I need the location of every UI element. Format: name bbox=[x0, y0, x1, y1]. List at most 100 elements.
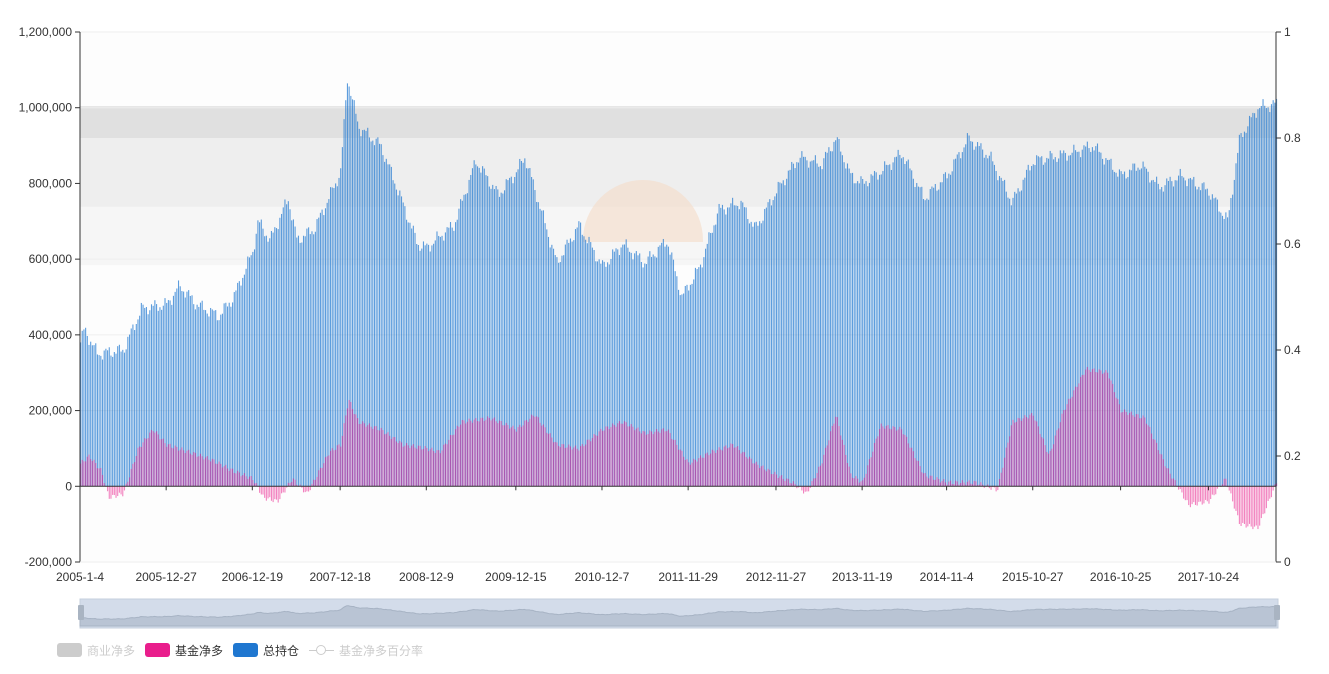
open-interest-bar bbox=[547, 236, 550, 487]
fund-net-long-bar bbox=[710, 453, 712, 487]
open-interest-bar bbox=[252, 251, 254, 487]
zoom-handle-left[interactable] bbox=[78, 605, 84, 620]
open-interest-bar bbox=[659, 245, 661, 487]
open-interest-bar bbox=[367, 127, 369, 487]
fund-net-long-bar bbox=[1262, 486, 1264, 515]
fund-net-long-bar bbox=[434, 452, 436, 487]
fund-net-long-bar bbox=[863, 477, 865, 487]
fund-net-long-bar bbox=[1242, 486, 1244, 523]
fund-net-long-bar bbox=[1085, 369, 1087, 487]
fund-net-long-bar bbox=[144, 438, 146, 487]
legend-item-fund-net-long[interactable]: 基金净多 bbox=[145, 642, 223, 659]
fund-net-long-bar bbox=[1161, 454, 1163, 487]
open-interest-bar bbox=[1090, 151, 1092, 487]
open-interest-bar bbox=[86, 335, 88, 487]
open-interest-bar bbox=[1132, 163, 1134, 487]
fund-net-long-bar bbox=[1134, 416, 1136, 487]
fund-net-long-bar bbox=[248, 476, 251, 487]
open-interest-bar bbox=[345, 100, 347, 487]
zoom-handle-right[interactable] bbox=[1274, 605, 1280, 620]
open-interest-bar bbox=[470, 174, 472, 487]
fund-net-long-bar bbox=[649, 430, 651, 487]
fund-net-long-bar bbox=[128, 477, 131, 487]
fund-net-long-bar bbox=[1051, 448, 1053, 487]
open-interest-bar bbox=[253, 249, 256, 487]
open-interest-bar bbox=[122, 349, 124, 487]
fund-net-long-bar bbox=[1188, 486, 1190, 506]
fund-net-long-bar bbox=[110, 486, 112, 499]
fund-net-long-bar bbox=[250, 476, 252, 487]
fund-net-long-bar bbox=[1211, 486, 1213, 495]
fund-net-long-bar bbox=[81, 459, 83, 487]
fund-net-long-bar bbox=[237, 470, 239, 487]
open-interest-bar bbox=[1225, 212, 1227, 487]
open-interest-bar bbox=[1029, 170, 1031, 487]
x-tick-label: 2006-12-19 bbox=[222, 570, 284, 584]
fund-net-long-bar bbox=[1081, 374, 1083, 487]
open-interest-bar bbox=[840, 151, 842, 487]
y-left-tick-label: 0 bbox=[65, 479, 72, 493]
open-interest-bar bbox=[831, 151, 833, 487]
open-interest-bar bbox=[1181, 176, 1183, 487]
open-interest-bar bbox=[855, 183, 857, 487]
legend-item-commercial-net-long[interactable]: 商业净多 bbox=[57, 642, 135, 659]
open-interest-bar bbox=[998, 176, 1001, 487]
fund-net-long-bar bbox=[531, 414, 533, 487]
legend-item-fund-net-long-pct[interactable]: 基金净多百分率 bbox=[309, 642, 423, 659]
open-interest-bar bbox=[830, 151, 832, 487]
fund-net-long-bar bbox=[286, 486, 288, 488]
open-interest-bar bbox=[536, 201, 538, 487]
open-interest-bar bbox=[1198, 186, 1200, 487]
y-axis-right-labels: 0 0.2 0.4 0.6 0.8 1 bbox=[1276, 25, 1301, 569]
fund-net-long-bar bbox=[571, 449, 573, 487]
fund-net-long-bar bbox=[1000, 472, 1002, 487]
fund-net-long-bar bbox=[958, 484, 960, 487]
fund-net-long-bar bbox=[1047, 453, 1050, 487]
fund-net-long-bar bbox=[620, 423, 622, 487]
open-interest-bar bbox=[965, 144, 967, 487]
x-tick-label: 2014-11-4 bbox=[920, 570, 974, 584]
fund-net-long-bar bbox=[113, 486, 115, 496]
open-interest-bar bbox=[943, 173, 945, 487]
legend-item-open-interest[interactable]: 总持仓 bbox=[233, 642, 299, 659]
fund-net-long-bar bbox=[725, 445, 727, 487]
open-interest-bar bbox=[1009, 198, 1011, 487]
open-interest-bar bbox=[1064, 152, 1066, 487]
open-interest-bar bbox=[818, 166, 820, 487]
open-interest-bar bbox=[289, 209, 291, 487]
open-interest-bar bbox=[333, 188, 335, 487]
fund-net-long-bar bbox=[520, 426, 522, 487]
fund-net-long-bar bbox=[718, 447, 720, 487]
open-interest-bar bbox=[1172, 186, 1175, 487]
open-interest-bar bbox=[1113, 171, 1115, 487]
open-interest-bar bbox=[529, 168, 531, 487]
open-interest-bar bbox=[1108, 159, 1110, 487]
fund-net-long-bar bbox=[387, 432, 389, 487]
open-interest-bar bbox=[294, 226, 296, 487]
fund-net-long-bar bbox=[1243, 486, 1245, 524]
fund-net-long-bar bbox=[943, 479, 945, 487]
fund-net-long-bar bbox=[938, 478, 940, 487]
fund-net-long-bar bbox=[243, 473, 245, 487]
open-interest-bar bbox=[1137, 167, 1139, 487]
fund-net-long-bar bbox=[1078, 383, 1080, 487]
open-interest-bar bbox=[689, 284, 691, 487]
open-interest-bar bbox=[1063, 150, 1065, 487]
open-interest-bar bbox=[615, 248, 617, 487]
fund-net-long-bar bbox=[1105, 370, 1107, 487]
fund-net-long-bar bbox=[117, 486, 119, 497]
fund-net-long-bar bbox=[421, 449, 423, 487]
open-interest-bar bbox=[911, 170, 913, 487]
open-interest-bar bbox=[176, 288, 178, 487]
open-interest-bar bbox=[916, 182, 918, 487]
open-interest-bar bbox=[762, 220, 764, 487]
open-interest-bar bbox=[593, 249, 595, 487]
open-interest-bar bbox=[1041, 156, 1043, 487]
open-interest-bar bbox=[1257, 109, 1259, 487]
data-zoom-slider[interactable] bbox=[78, 598, 1280, 629]
fund-net-long-bar bbox=[1042, 438, 1044, 487]
open-interest-bar bbox=[514, 176, 516, 487]
fund-net-long-bar bbox=[341, 435, 343, 487]
open-interest-bar bbox=[262, 228, 264, 487]
open-interest-bar bbox=[1036, 155, 1038, 487]
